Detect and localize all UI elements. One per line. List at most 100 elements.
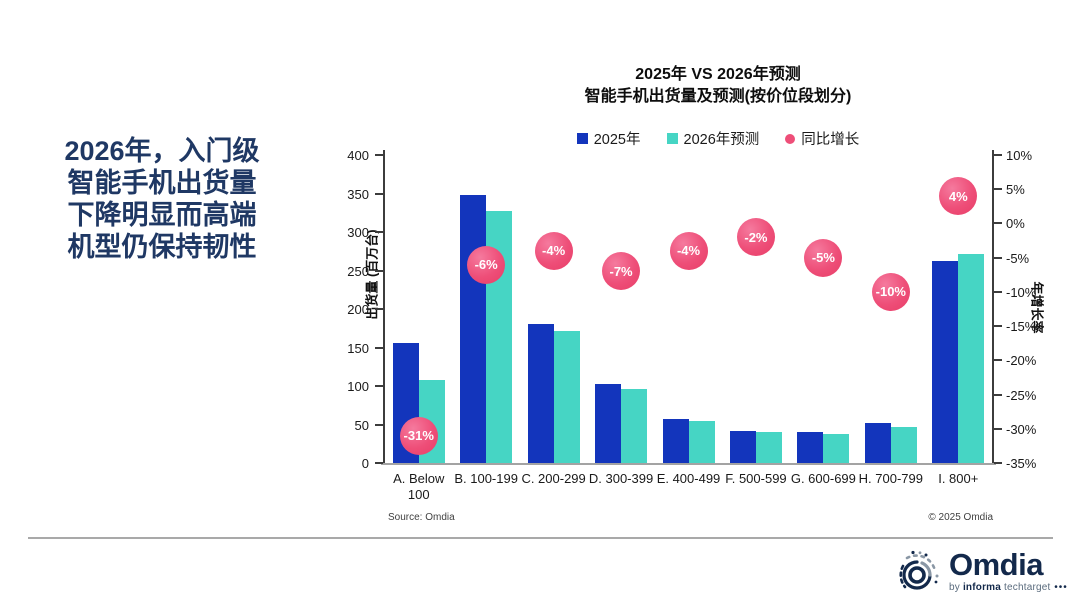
bar-2025: [729, 431, 756, 463]
chart-title-line1: 2025年 VS 2026年预测: [635, 66, 801, 83]
omdia-logo-icon: [899, 550, 939, 590]
footer-divider: [28, 537, 1053, 539]
y-right-tick-label: -15%: [1006, 319, 1037, 335]
y-right-tick: [994, 325, 1002, 328]
y-left-tick-label: 300: [347, 225, 369, 240]
x-axis-line: [381, 463, 996, 465]
bar-2025: [595, 383, 622, 463]
bar-2025: [864, 422, 891, 463]
y-left-tick: [375, 154, 383, 156]
y-left-tick: [375, 192, 383, 195]
omdia-logo-name: Omdia: [949, 547, 1043, 582]
y-right-tick-label: -35%: [1006, 456, 1037, 471]
legend-item: 2026年预测: [666, 128, 759, 149]
y-right-tick: [994, 188, 1002, 191]
bar-2026-forecast: [755, 432, 782, 463]
y-axis-left-line: [383, 150, 385, 463]
x-axis-label: D. 300-399: [588, 471, 654, 486]
y-right-tick: [994, 256, 1002, 259]
y-right-tick-label: -25%: [1006, 387, 1037, 403]
headline-line: 2026年，入门级: [64, 136, 260, 166]
x-axis-label: F. 500-599: [725, 471, 787, 486]
omdia-logo-byline: by informa techtarget •••: [949, 582, 1068, 593]
x-axis-label: B. 100-199: [454, 471, 518, 486]
y-left-tick: [375, 346, 383, 349]
y-right-tick-label: -30%: [1006, 421, 1037, 437]
bar-2025: [932, 261, 959, 463]
y-left-tick: [375, 269, 383, 272]
omdia-logo: Omdia by informa techtarget •••: [893, 549, 1068, 597]
y-left-tick: [375, 462, 383, 464]
y-right-tick-label: 10%: [1006, 148, 1033, 163]
headline-line: 下降明显而高端: [67, 199, 257, 230]
bar-2025: [460, 195, 487, 463]
y-left-tick: [375, 423, 383, 426]
x-axis-label: C. 200-299: [521, 471, 586, 486]
byline-informa: informa: [962, 582, 1002, 593]
growth-bubble: -10%: [871, 272, 910, 311]
y-left-tick-label: 200: [347, 302, 369, 317]
bar-2026-forecast: [553, 330, 580, 463]
chart-title-line2: 智能手机出货量及预测(按价位段划分): [584, 87, 852, 105]
x-axis-label: H. 700-799: [858, 471, 923, 486]
chart-legend: 2025年 2026年预测 同比增长: [380, 128, 1056, 149]
growth-bubble: -4%: [534, 231, 573, 270]
source-note: Source: Omdia: [388, 512, 455, 523]
x-axis-label: E. 400-499: [656, 471, 721, 486]
legend-square-icon: [576, 133, 588, 144]
y-right-tick: [994, 154, 1002, 156]
bar-2025: [527, 324, 554, 463]
y-right-tick-label: 5%: [1006, 182, 1025, 198]
legend-square-icon: [666, 133, 678, 144]
plot-area: 0 50 100 150 200 250 300 350 400 10% 5% 0% -5% -10% -1…: [347, 149, 1036, 502]
x-axis-label: A. Below 100: [393, 471, 445, 502]
bar-2025: [797, 432, 824, 463]
x-axis-label: I. 800+: [938, 471, 979, 486]
bar-2026-forecast: [823, 433, 850, 463]
y-left-tick-label: 250: [347, 263, 369, 279]
growth-bubble: -2%: [736, 218, 775, 257]
y-right-tick: [994, 427, 1002, 430]
bar-2026-forecast: [890, 426, 917, 463]
y-left-tick-label: 0: [361, 456, 369, 471]
bar-2026-forecast: [688, 420, 715, 463]
byline-techtarget: techtarget: [1001, 582, 1051, 593]
legend-item: 2025年: [576, 128, 641, 149]
y-left-tick-label: 100: [347, 379, 369, 394]
byline-dots: •••: [1050, 582, 1068, 593]
bar-2026-forecast: [958, 253, 985, 463]
y-left-tick-label: 350: [347, 186, 369, 202]
chart-header: 2025年 VS 2026年预测 智能手机出货量及预测(按价位段划分): [380, 64, 1056, 107]
y-left-tick: [375, 385, 383, 387]
bar-2026-forecast: [621, 389, 648, 463]
byline-by: by: [949, 582, 963, 593]
growth-bubble: -4%: [669, 231, 708, 270]
growth-bubble: -7%: [602, 252, 641, 291]
y-right-tick-label: -10%: [1006, 284, 1037, 300]
y-right-tick-label: -20%: [1006, 353, 1037, 369]
y-right-tick-label: 0%: [1006, 216, 1025, 232]
y-left-tick-label: 50: [354, 417, 369, 433]
growth-bubble: 4%: [939, 177, 978, 216]
x-axis-label: G. 600-699: [790, 471, 856, 486]
y-left-tick-label: 150: [347, 340, 369, 356]
bar-2025: [662, 419, 689, 463]
y-right-tick: [994, 393, 1002, 396]
y-left-tick: [375, 308, 383, 310]
legend-label: 2025年: [593, 132, 641, 148]
y-right-tick: [994, 462, 1002, 464]
growth-bubble: -5%: [804, 238, 843, 277]
legend-item: 同比增长: [785, 128, 859, 149]
y-left-tick: [375, 231, 383, 233]
y-right-tick: [994, 222, 1002, 225]
legend-label: 同比增长: [801, 132, 860, 148]
y-left-tick-label: 400: [347, 148, 369, 163]
y-axis-right-line: [992, 150, 994, 463]
growth-bubble: -6%: [467, 245, 506, 284]
growth-bubble: -31%: [399, 416, 438, 455]
headline-text: 2026年，入门级 智能手机出货量 下降明显而高端 机型仍保持韧性: [48, 136, 276, 263]
y-right-tick-label: -5%: [1006, 250, 1030, 266]
headline-line: 机型仍保持韧性: [67, 231, 257, 262]
headline-line: 智能手机出货量: [67, 167, 257, 198]
